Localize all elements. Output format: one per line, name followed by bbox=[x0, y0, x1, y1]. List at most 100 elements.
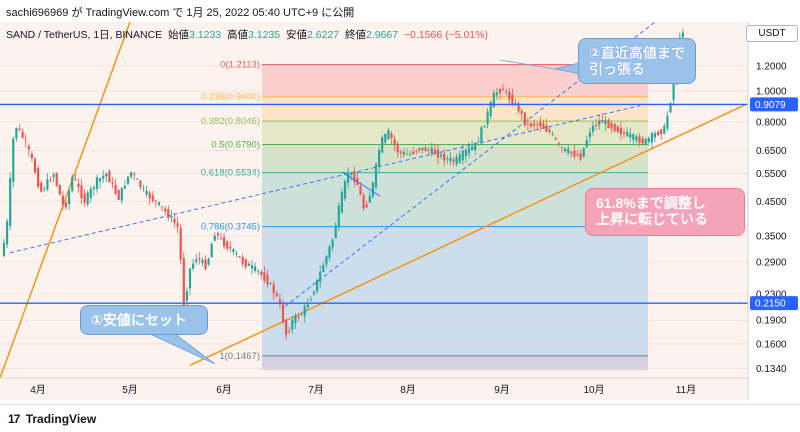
candle-body bbox=[21, 131, 24, 138]
candle-body bbox=[275, 293, 278, 296]
candle-body bbox=[46, 179, 49, 190]
candle-body bbox=[533, 123, 536, 126]
candle-body bbox=[387, 129, 390, 140]
candle-body bbox=[260, 271, 263, 275]
low-value: 2.6227 bbox=[306, 29, 340, 41]
symbol-name[interactable]: SAND / TetherUS, 1日, BINANCE bbox=[6, 29, 163, 41]
price-axis[interactable]: 1.2000 1.0000 0.8000 0.6500 0.5500 0.4500 0.35… bbox=[750, 61, 798, 375]
candle-body bbox=[449, 157, 452, 162]
candle-body bbox=[126, 176, 130, 184]
candle-body bbox=[74, 179, 77, 181]
candle-body bbox=[412, 151, 415, 154]
candle-body bbox=[452, 159, 455, 162]
candle-body bbox=[353, 171, 356, 182]
candle-body bbox=[117, 190, 120, 200]
candle-body bbox=[378, 150, 381, 167]
candle-body bbox=[595, 124, 598, 126]
trendline[interactable] bbox=[0, 22, 131, 379]
candle-body bbox=[173, 218, 176, 223]
candle-body bbox=[95, 177, 99, 190]
candle-body bbox=[613, 123, 616, 132]
candle-body bbox=[443, 153, 446, 161]
candle-body bbox=[328, 246, 331, 258]
price-label-badge[interactable] bbox=[750, 97, 798, 112]
candle-body bbox=[288, 330, 291, 332]
candle-body bbox=[663, 126, 666, 134]
candle-body bbox=[672, 82, 675, 101]
fib-level-label: 0.5(0.6790) bbox=[211, 140, 260, 151]
price-tick-label: 0.3500 bbox=[756, 231, 787, 242]
candle-body bbox=[223, 237, 226, 247]
candle-body bbox=[257, 270, 260, 272]
candle-body bbox=[309, 299, 312, 301]
candle-body bbox=[83, 193, 86, 203]
candle-body bbox=[536, 123, 539, 125]
price-label-text: 0.9079 bbox=[755, 100, 786, 111]
price-label-badge[interactable] bbox=[750, 296, 798, 311]
candle-body bbox=[650, 133, 653, 143]
price-tick-label: 0.6500 bbox=[756, 146, 787, 157]
price-tick-label: 0.5500 bbox=[756, 169, 787, 180]
price-tick-label: 0.1900 bbox=[756, 316, 787, 327]
candle-body bbox=[607, 119, 610, 129]
candle-body bbox=[167, 208, 170, 218]
candle-body bbox=[281, 304, 285, 323]
symbol-legend: SAND / TetherUS, 1日, BINANCE 始値3.1233 高値… bbox=[6, 27, 488, 42]
fib-level-label: 1(0.1467) bbox=[219, 351, 260, 362]
candle-body bbox=[421, 147, 424, 151]
currency-badge[interactable]: USDT bbox=[746, 25, 798, 42]
candle-body bbox=[517, 103, 520, 112]
horizontal-levels[interactable] bbox=[0, 103, 748, 304]
candle-body bbox=[511, 94, 514, 106]
candle-body bbox=[77, 183, 80, 187]
candle-body bbox=[325, 255, 328, 265]
price-tick-label: 0.4500 bbox=[756, 197, 787, 208]
price-label-text: 0.2150 bbox=[755, 299, 786, 310]
candle-body bbox=[433, 149, 436, 155]
candle-body bbox=[250, 265, 254, 269]
price-tick-label: 0.2300 bbox=[756, 289, 787, 300]
candle-body bbox=[12, 138, 15, 182]
candle-body bbox=[201, 259, 204, 264]
time-tick-label: 4月 bbox=[30, 384, 46, 396]
candle-body bbox=[64, 202, 68, 208]
candle-body bbox=[24, 140, 27, 142]
callout-low-set: ①安値にセット bbox=[80, 305, 208, 335]
publish-caption: sachi696969 が TradingView.com で 1月 25, 2… bbox=[6, 7, 355, 19]
candle-body bbox=[601, 119, 604, 123]
candle-body bbox=[52, 174, 55, 178]
candle-body bbox=[551, 133, 554, 135]
candle-body bbox=[514, 103, 517, 105]
candle-body bbox=[49, 179, 52, 181]
candle-body bbox=[347, 173, 350, 183]
candle-body bbox=[105, 173, 108, 177]
candle-body bbox=[384, 133, 387, 143]
candle-body bbox=[548, 129, 551, 132]
candle-body bbox=[393, 139, 396, 145]
candle-body bbox=[198, 258, 201, 260]
candle-body bbox=[409, 153, 412, 155]
candle-body bbox=[644, 138, 647, 145]
candle-body bbox=[316, 279, 319, 292]
candle-body bbox=[136, 178, 139, 180]
time-axis[interactable]: 4月 5月 6月 7月 8月 9月 10月 11月 bbox=[0, 377, 748, 396]
candle-body bbox=[176, 223, 179, 227]
price-tick-label: 1.0000 bbox=[756, 87, 787, 98]
candles bbox=[2, 28, 684, 340]
high-label: 高値 bbox=[227, 29, 248, 41]
candle-body bbox=[86, 192, 89, 205]
price-axis-bg bbox=[748, 22, 800, 400]
candle-body bbox=[502, 88, 505, 91]
candle-body bbox=[598, 120, 601, 125]
candle-body bbox=[666, 115, 669, 129]
candle-body bbox=[446, 158, 449, 160]
fibonacci-retracement[interactable]: 0(1.2113)0.236(0.9600)0.382(0.8046)0.5(0… bbox=[201, 60, 648, 370]
channel-line[interactable] bbox=[9, 105, 641, 254]
fib-level-label: 0.786(0.3745) bbox=[201, 222, 260, 233]
tradingview-logo[interactable]: 17 TradingView bbox=[8, 412, 96, 426]
candle-body bbox=[582, 147, 585, 157]
candle-body bbox=[480, 127, 483, 143]
candle-body bbox=[123, 185, 126, 189]
candle-body bbox=[498, 89, 502, 94]
candle-body bbox=[238, 256, 241, 258]
